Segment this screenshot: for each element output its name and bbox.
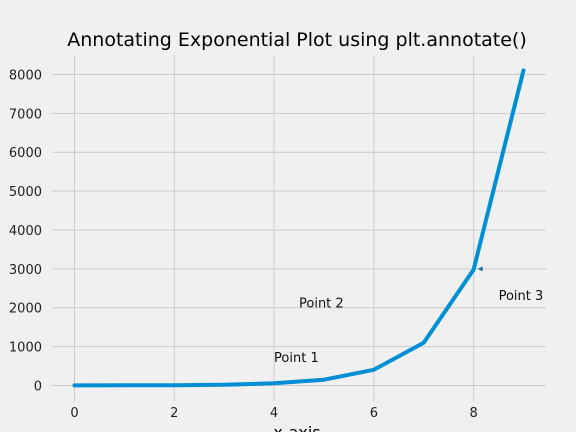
annotation-label: Point 2 bbox=[299, 297, 344, 312]
y-tick-label: 3000 bbox=[9, 263, 42, 278]
y-tick-label: 6000 bbox=[9, 146, 42, 161]
annotation-label: Point 3 bbox=[499, 289, 544, 304]
y-tick-label: 0 bbox=[34, 379, 42, 394]
y-tick-label: 8000 bbox=[9, 68, 42, 83]
chart-title: Annotating Exponential Plot using plt.an… bbox=[67, 29, 527, 51]
x-tick-label: 4 bbox=[270, 406, 278, 421]
series-layer bbox=[72, 68, 526, 388]
y-tick-label: 1000 bbox=[9, 341, 42, 356]
annotations: Point 1 Point 2 Point 3 bbox=[274, 266, 543, 366]
y-tick-label: 7000 bbox=[9, 107, 42, 122]
annotation-arrow bbox=[477, 266, 483, 272]
x-tick-label: 8 bbox=[470, 406, 478, 421]
x-axis-label: x-axis bbox=[273, 423, 320, 432]
x-tick-label: 0 bbox=[70, 406, 78, 421]
series-line bbox=[72, 68, 526, 388]
x-tick-label: 6 bbox=[370, 406, 378, 421]
y-tick-label: 4000 bbox=[9, 224, 42, 239]
annotation-label: Point 1 bbox=[274, 351, 319, 366]
y-tick-label: 5000 bbox=[9, 185, 42, 200]
x-tick-label: 2 bbox=[170, 406, 178, 421]
y-tick-label: 2000 bbox=[9, 302, 42, 317]
tick-labels: 0 2 4 6 8 0 1000 2000 3000 4000 5000 6000 7000 8000 bbox=[9, 68, 478, 421]
